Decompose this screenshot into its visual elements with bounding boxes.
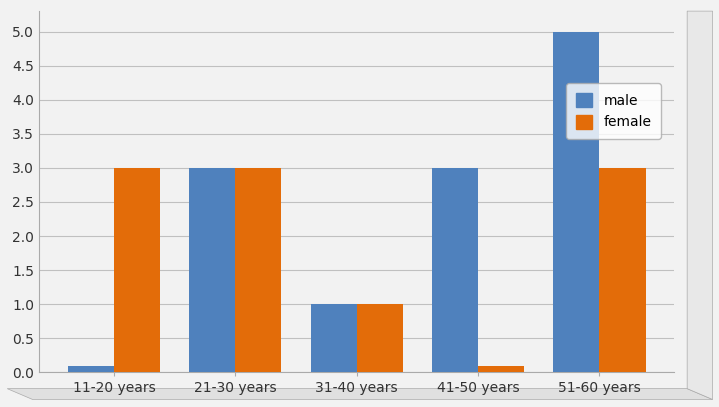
Polygon shape [7,389,713,400]
Bar [600,168,646,372]
Bar [189,168,235,372]
Bar [432,168,478,372]
Polygon shape [687,11,713,400]
Bar [311,304,357,372]
Bar [478,365,524,372]
Bar [235,168,281,372]
Bar [357,304,403,372]
Legend: male, female: male, female [566,83,661,139]
Bar [114,168,160,372]
Bar [68,365,114,372]
Bar [554,32,600,372]
